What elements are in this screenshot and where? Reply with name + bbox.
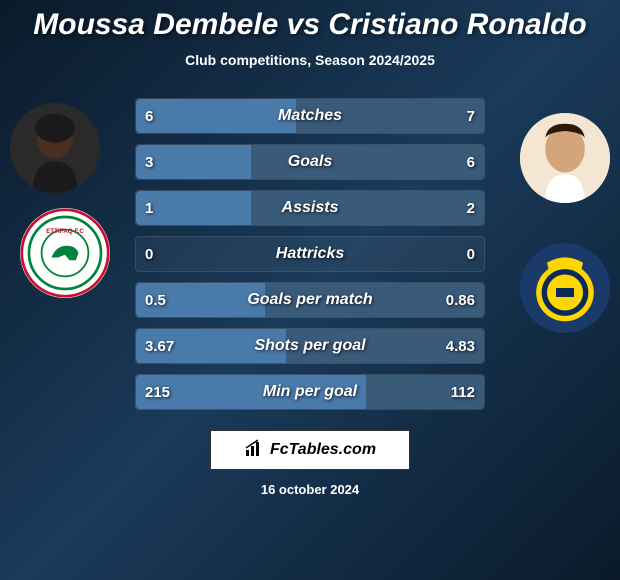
stat-label: Shots per goal: [254, 337, 365, 355]
stat-label: Assists: [282, 199, 339, 217]
player-left-avatar: [10, 103, 100, 193]
subtitle: Club competitions, Season 2024/2025: [185, 52, 435, 68]
footer-logo-text: FcTables.com: [270, 441, 376, 459]
stat-value-right: 7: [467, 108, 475, 125]
footer-date: 16 october 2024: [261, 482, 359, 497]
stat-value-left: 3: [145, 154, 153, 171]
stat-value-right: 2: [467, 200, 475, 217]
stat-value-left: 0.5: [145, 292, 166, 309]
stat-row-goals: 3 Goals 6: [135, 144, 485, 180]
stat-label: Goals per match: [247, 291, 372, 309]
stat-value-left: 0: [145, 246, 153, 263]
bar-left: [136, 99, 296, 133]
stat-value-right: 0: [467, 246, 475, 263]
stat-row-assists: 1 Assists 2: [135, 190, 485, 226]
stat-value-right: 112: [451, 384, 475, 401]
page-title: Moussa Dembele vs Cristiano Ronaldo: [33, 8, 586, 42]
avatar-right-icon: [520, 113, 610, 203]
chart-icon: [244, 438, 264, 463]
bar-right: [251, 145, 484, 179]
stat-value-right: 4.83: [446, 338, 475, 355]
stat-label: Min per goal: [263, 383, 357, 401]
footer-logo: FcTables.com: [210, 430, 410, 470]
stats-area: ETTIFAQ F.C 6 Matches 7: [0, 98, 620, 410]
club-right-badge: [520, 243, 610, 333]
stat-value-left: 1: [145, 200, 153, 217]
stat-value-left: 215: [145, 384, 170, 401]
stats-rows: 6 Matches 7 3 Goals 6 1 Assists: [135, 98, 485, 410]
stat-label: Matches: [278, 107, 342, 125]
club-left-badge: ETTIFAQ F.C: [20, 208, 110, 298]
stat-value-left: 3.67: [145, 338, 174, 355]
stat-row-spg: 3.67 Shots per goal 4.83: [135, 328, 485, 364]
stat-value-right: 0.86: [446, 292, 475, 309]
stat-label: Goals: [288, 153, 332, 171]
avatar-left-icon: [10, 103, 100, 193]
stat-value-right: 6: [467, 154, 475, 171]
stat-label: Hattricks: [276, 245, 344, 263]
stat-row-matches: 6 Matches 7: [135, 98, 485, 134]
club-left-icon: ETTIFAQ F.C: [20, 208, 110, 298]
stat-row-hattricks: 0 Hattricks 0: [135, 236, 485, 272]
club-right-icon: [520, 243, 610, 333]
stat-row-gpm: 0.5 Goals per match 0.86: [135, 282, 485, 318]
svg-text:ETTIFAQ F.C: ETTIFAQ F.C: [46, 228, 84, 235]
comparison-container: Moussa Dembele vs Cristiano Ronaldo Club…: [0, 0, 620, 580]
stat-row-mpg: 215 Min per goal 112: [135, 374, 485, 410]
player-right-avatar: [520, 113, 610, 203]
stat-value-left: 6: [145, 108, 153, 125]
